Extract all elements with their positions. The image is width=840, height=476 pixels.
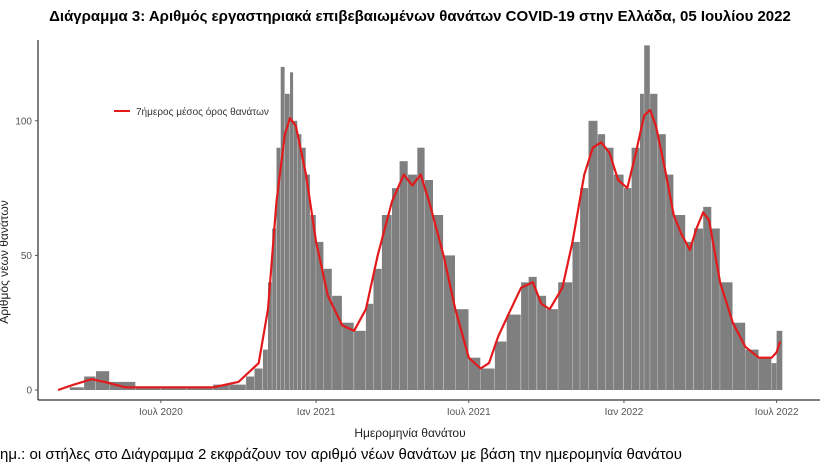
bar [417,147,425,390]
x-tick-label: Ιουλ 2021 [447,407,491,418]
seven-day-average-line [57,108,782,392]
line-layer [57,108,782,392]
bar [373,268,382,390]
bar [468,357,481,390]
bar [342,322,354,390]
bar [640,93,644,391]
bar [316,241,324,390]
bar [229,384,246,390]
bar [392,188,400,390]
chart-title: Διάγραμμα 3: Αριθμός εργαστηριακά επιβεβ… [49,8,791,25]
bar [84,376,96,390]
bar [673,215,686,390]
bar [666,174,674,390]
bar [310,215,316,390]
bar [631,147,640,390]
bar [246,376,255,390]
bars-layer [69,45,783,391]
axes-layer: 0 50 100 Ιουλ 2020 Ιαν 2021 Ιουλ 2021 Ιαν 2022… [15,40,820,418]
bar [290,72,294,391]
bar [301,147,306,390]
bar [580,188,589,390]
bar [605,147,614,390]
bar [272,228,277,390]
bar [588,120,598,391]
x-tick-label: Ιουλ 2022 [755,407,799,418]
bar [613,174,624,390]
bar [293,120,298,391]
legend: 7ήμερος μέσος όρος θανάτων [114,106,269,118]
bar [213,384,229,390]
x-tick-label: Ιουλ 2020 [139,407,183,418]
x-axis-title: Ημερομηνία θανάτου [354,426,465,440]
bar [480,368,495,390]
bar [694,228,703,390]
y-axis-title: Αριθμός νέων θανάτων [0,200,11,323]
bar [771,363,777,390]
x-tick-label: Ιαν 2022 [605,407,644,418]
bar [657,134,666,390]
bar [572,241,580,390]
bar [558,282,573,390]
bar [69,387,84,390]
legend-entry: 7ήμερος μέσος όρος θανάτων [136,106,269,118]
bar [745,349,759,390]
bar [306,174,310,390]
bar [597,134,606,390]
bar [268,282,272,390]
bar [408,174,417,390]
bar [528,276,537,390]
bar [644,45,650,391]
footnote: ημ.: οι στήλες στο Διάγραμμα 2 εκφράζουν… [0,446,682,463]
bar [381,215,392,390]
bar [776,330,783,390]
bar [276,147,281,390]
bar [354,330,366,390]
bar [443,255,455,390]
y-tick-label: 0 [26,386,32,397]
bar [703,206,712,390]
bar [332,295,342,390]
bar [365,303,374,390]
bar [424,180,433,390]
bar [506,314,521,390]
bar [537,295,547,390]
bar [297,134,302,390]
y-tick-label: 100 [15,116,32,127]
bar [455,309,469,390]
bar [187,387,213,390]
bar [433,215,444,390]
y-tick-label: 50 [21,251,33,262]
bar [263,349,268,390]
bar [624,188,632,390]
bar [284,93,290,391]
bar [758,357,772,390]
bar [685,241,694,390]
bar [254,368,263,390]
bar [521,282,529,390]
bar [546,309,558,390]
bar [494,341,507,390]
bar [135,387,161,390]
bar [160,387,187,390]
bar [399,161,408,390]
bar [711,228,720,390]
bar [280,66,285,391]
bar [650,93,658,391]
x-tick-label: Ιαν 2021 [297,407,336,418]
bar [323,268,332,390]
